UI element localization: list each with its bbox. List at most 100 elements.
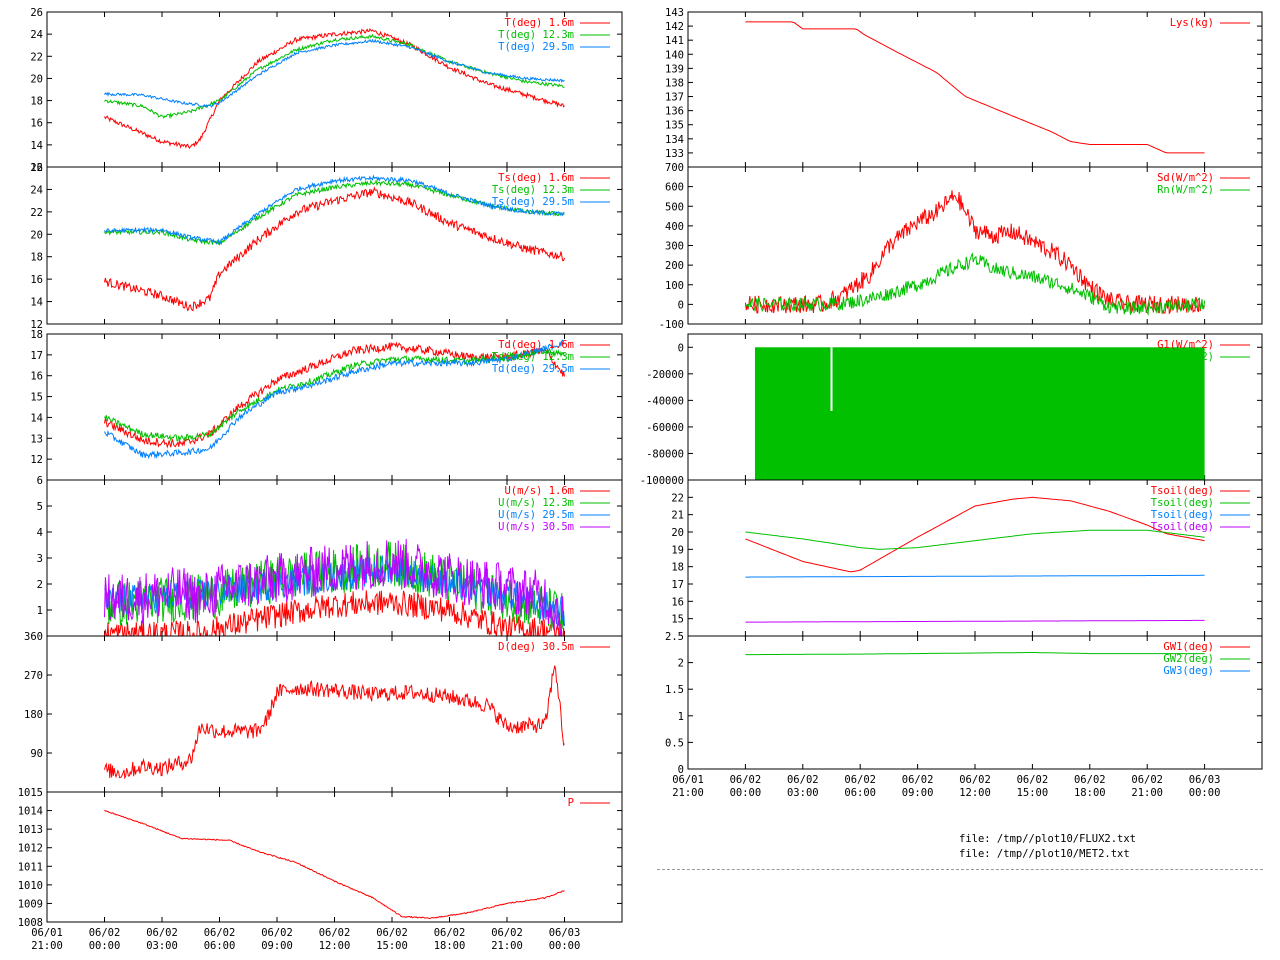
y-tick-label: 143 — [665, 7, 684, 19]
series-line — [745, 252, 1206, 316]
x-tick-label-date: 06/02 — [491, 927, 523, 939]
x-tick-label-date: 06/02 — [89, 927, 121, 939]
series-line — [104, 186, 565, 312]
plot-frame-6 — [687, 11, 1263, 168]
y-tick-label: 180 — [24, 709, 43, 721]
y-tick-label: 22 — [30, 207, 43, 219]
x-tick-label-time: 12:00 — [959, 787, 991, 799]
y-tick-label: 135 — [665, 120, 684, 132]
y-tick-label: 0.5 — [665, 737, 684, 749]
x-tick-label-date: 06/02 — [902, 774, 934, 786]
series-line — [745, 21, 1205, 154]
y-tick-label: 142 — [665, 21, 684, 33]
y-tick-label: 1014 — [18, 806, 43, 818]
y-tick-label: 2.5 — [665, 631, 684, 643]
y-tick-label: 15 — [671, 614, 684, 626]
y-tick-label: 1009 — [18, 898, 43, 910]
x-tick-label-date: 06/02 — [1017, 774, 1049, 786]
x-tick-label-time: 21:00 — [31, 940, 63, 952]
series-line — [104, 665, 565, 780]
y-tick-label: 2 — [678, 658, 684, 670]
x-tick-label-date: 06/02 — [1131, 774, 1163, 786]
legend-label: Tsoil(deg) — [1151, 497, 1214, 509]
series-line — [745, 496, 1205, 573]
x-tick-label-time: 15:00 — [1017, 787, 1049, 799]
y-tick-label: -20000 — [646, 369, 684, 381]
x-tick-label-date: 06/02 — [1074, 774, 1106, 786]
legend-label: T(deg) 29.5m — [498, 41, 574, 53]
y-tick-label: 137 — [665, 92, 684, 104]
y-tick-label: 1 — [37, 605, 43, 617]
y-tick-label: 1010 — [18, 880, 43, 892]
y-tick-label: 20 — [671, 527, 684, 539]
x-tick-label-date: 06/02 — [376, 927, 408, 939]
series-line — [104, 590, 565, 636]
x-tick-label-time: 06:00 — [204, 940, 236, 952]
legend-label: Tsoil(deg) — [1151, 521, 1214, 533]
legend-label: T(deg) 12.3m — [498, 29, 574, 41]
legend-label: GW2(deg) — [1163, 653, 1214, 665]
y-tick-label: 2 — [37, 579, 43, 591]
file-path-flux: file: /tmp//plot10/FLUX2.txt — [959, 833, 1137, 845]
series-line — [104, 538, 565, 636]
x-tick-label-date: 06/02 — [730, 774, 762, 786]
x-tick-label-date: 06/02 — [959, 774, 991, 786]
x-tick-label-time: 03:00 — [787, 787, 819, 799]
legend-label: G2(W/m^2) — [1157, 351, 1214, 363]
x-tick-label-time: 09:00 — [902, 787, 934, 799]
y-tick-label: 22 — [671, 492, 684, 504]
legend-label: Td(deg) 29.5m — [492, 363, 574, 375]
series-line — [104, 174, 565, 246]
legend-label: D(deg) 30.5m — [498, 641, 574, 653]
y-tick-label: 18 — [671, 562, 684, 574]
separator-line — [657, 869, 1263, 870]
legend-label: GW1(deg) — [1163, 641, 1214, 653]
x-tick-label-time: 00:00 — [89, 940, 121, 952]
series-line — [104, 347, 565, 442]
y-tick-label: 1.5 — [665, 684, 684, 696]
y-tick-label: 138 — [665, 77, 684, 89]
series-line — [104, 341, 565, 449]
legend-label: Tsoil(deg) — [1151, 485, 1214, 497]
y-tick-label: 14 — [30, 297, 43, 309]
y-tick-label: 0 — [678, 764, 684, 776]
y-tick-label: 1011 — [18, 861, 43, 873]
series-line — [745, 652, 1205, 656]
x-tick-label-date: 06/02 — [146, 927, 178, 939]
y-tick-label: 22 — [30, 51, 43, 63]
y-tick-label: 16 — [30, 274, 43, 286]
series-line — [745, 529, 1205, 550]
x-tick-label-time: 00:00 — [730, 787, 762, 799]
x-tick-label-date: 06/02 — [319, 927, 351, 939]
y-tick-label: -60000 — [646, 422, 684, 434]
y-tick-label: 0 — [678, 299, 684, 311]
y-tick-label: 16 — [671, 596, 684, 608]
x-tick-label-date: 06/02 — [204, 927, 236, 939]
y-tick-label: 1 — [678, 711, 684, 723]
x-tick-label-time: 21:00 — [672, 787, 704, 799]
series-area — [754, 347, 1205, 480]
x-tick-label-date: 06/03 — [1189, 774, 1221, 786]
series-line — [745, 619, 1205, 623]
plot-frame-5 — [46, 791, 623, 923]
y-tick-label: 200 — [665, 260, 684, 272]
y-tick-label: 16 — [30, 371, 43, 383]
y-tick-label: 0 — [678, 342, 684, 354]
x-tick-label-date: 06/02 — [434, 927, 466, 939]
x-tick-label-time: 21:00 — [491, 940, 523, 952]
legend-label: U(m/s) 30.5m — [498, 521, 574, 533]
y-tick-label: 14 — [30, 140, 43, 152]
y-tick-label: 600 — [665, 182, 684, 194]
x-tick-label-time: 18:00 — [434, 940, 466, 952]
y-tick-label: 136 — [665, 106, 684, 118]
y-tick-label: -100 — [659, 319, 684, 331]
y-tick-label: 19 — [671, 544, 684, 556]
y-tick-label: 24 — [30, 29, 43, 41]
legend-label: GW3(deg) — [1163, 665, 1214, 677]
y-tick-label: 5 — [37, 501, 43, 513]
y-tick-label: 400 — [665, 221, 684, 233]
series-line — [104, 809, 565, 920]
series-line — [104, 33, 565, 120]
file-info: file: /tmp//plot10/FLUX2.txt file: /tmp/… — [959, 832, 1136, 862]
